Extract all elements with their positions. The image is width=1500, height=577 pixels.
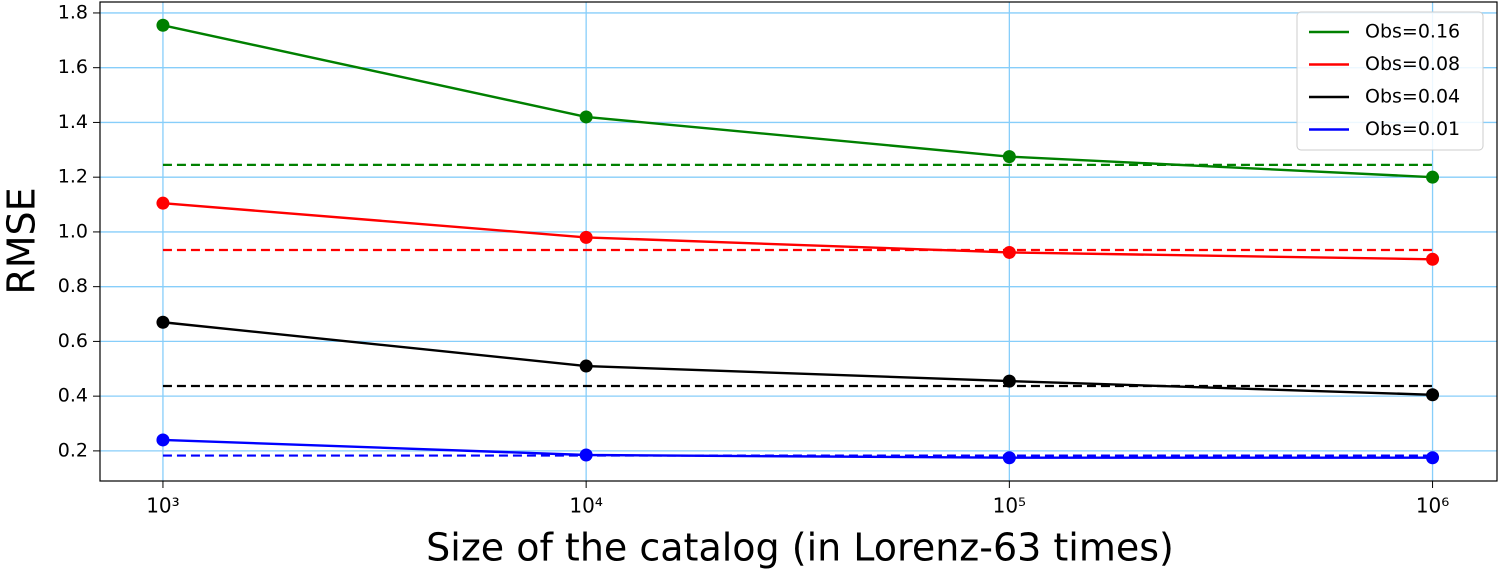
y-tick-label: 0.2 xyxy=(58,439,88,461)
x-tick-label: 10⁶ xyxy=(1416,494,1449,518)
legend-label: Obs=0.04 xyxy=(1365,86,1460,108)
y-tick-label: 1.0 xyxy=(58,220,88,242)
y-tick-label: 1.8 xyxy=(58,1,88,23)
point xyxy=(156,433,170,447)
point xyxy=(579,448,593,462)
point xyxy=(579,359,593,373)
y-tick-label: 0.6 xyxy=(58,330,88,352)
y-tick-label: 1.4 xyxy=(58,111,88,133)
legend-label: Obs=0.01 xyxy=(1365,118,1460,140)
point xyxy=(1002,245,1016,259)
series-line xyxy=(162,24,1433,179)
y-tick-label: 0.8 xyxy=(58,275,88,297)
point xyxy=(579,230,593,244)
legend-label: Obs=0.08 xyxy=(1365,53,1460,75)
x-tick-label: 10⁴ xyxy=(569,494,602,518)
point xyxy=(156,315,170,329)
point xyxy=(1002,150,1016,164)
y-tick-label: 0.4 xyxy=(58,385,88,407)
y-axis-label: RMSE xyxy=(0,187,44,294)
y-tick-label: 1.6 xyxy=(58,56,88,78)
point xyxy=(1426,170,1440,184)
x-tick-label: 10³ xyxy=(146,494,179,518)
point xyxy=(1426,451,1440,465)
series-line xyxy=(162,438,1433,459)
point xyxy=(156,18,170,32)
series-line xyxy=(162,321,1433,396)
plot-frame xyxy=(99,1,1498,482)
point xyxy=(579,110,593,124)
series-line xyxy=(162,201,1433,261)
x-tick-label: 10⁵ xyxy=(993,494,1026,518)
point xyxy=(1426,388,1440,402)
x-axis-label: Size of the catalog (in Lorenz-63 times) xyxy=(426,526,1174,570)
point xyxy=(1002,374,1016,388)
point xyxy=(156,196,170,210)
legend-box xyxy=(1296,11,1484,151)
legend-label: Obs=0.16 xyxy=(1365,21,1460,43)
point xyxy=(1002,451,1016,465)
point xyxy=(1426,252,1440,266)
y-tick-label: 1.2 xyxy=(58,166,88,188)
